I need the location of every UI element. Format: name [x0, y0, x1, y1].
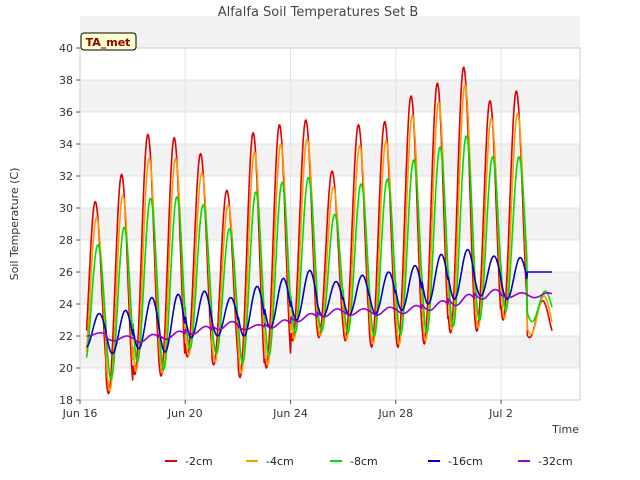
y-tick-label: 38	[59, 74, 73, 87]
legend-label: -32cm	[538, 455, 573, 468]
x-tick-label: Jun 28	[377, 407, 413, 420]
series-line-minus-32cm	[86, 288, 553, 344]
legend-item: -32cm	[518, 455, 573, 468]
background-band	[80, 16, 580, 48]
legend-label: -16cm	[448, 455, 483, 468]
y-tick-label: 36	[59, 106, 73, 119]
y-tick-label: 30	[59, 202, 73, 215]
series-line-minus-4cm	[85, 84, 553, 392]
y-tick-label: 20	[59, 362, 73, 375]
background-band	[80, 80, 580, 112]
legend-item: -2cm	[165, 455, 213, 468]
legend-item: -16cm	[428, 455, 483, 468]
x-tick-label: Jun 16	[62, 407, 98, 420]
y-tick-label: 32	[59, 170, 73, 183]
legend-label: -8cm	[350, 455, 378, 468]
x-tick-label: Jun 20	[167, 407, 203, 420]
site-badge: TA_met	[80, 32, 137, 51]
x-tick-label: Jun 24	[272, 407, 308, 420]
legend-item: -8cm	[330, 455, 378, 468]
x-axis-title: Time	[551, 423, 579, 436]
background-band	[80, 144, 580, 176]
site-badge-box	[80, 32, 137, 51]
series-line-minus-16cm	[86, 248, 553, 355]
series-layer	[85, 66, 553, 395]
x-axis-ticks: Jun 16 Jun 20 Jun 24 Jun 28 Jul 2	[62, 400, 513, 420]
series-line-minus-8cm	[85, 135, 553, 380]
y-tick-label: 40	[59, 42, 73, 55]
series-line-minus-2cm	[85, 66, 553, 395]
y-tick-label: 34	[59, 138, 73, 151]
y-tick-label: 24	[59, 298, 73, 311]
background-band	[80, 336, 580, 368]
y-axis-ticks: 18 20 22 24 26 28 30 32 34 36 38 40	[59, 42, 80, 407]
y-tick-label: 18	[59, 394, 73, 407]
y-tick-label: 22	[59, 330, 73, 343]
chart-title: Alfalfa Soil Temperatures Set B	[218, 5, 419, 20]
legend-label: -2cm	[185, 455, 213, 468]
x-tick-label: Jul 2	[488, 407, 513, 420]
site-badge-label: TA_met	[86, 36, 131, 49]
legend-label: -4cm	[266, 455, 294, 468]
y-tick-label: 28	[59, 234, 73, 247]
legend-item: -4cm	[246, 455, 294, 468]
y-axis-title: Soil Temperature (C)	[8, 168, 21, 281]
plot-frame	[79, 47, 581, 401]
y-tick-label: 26	[59, 266, 73, 279]
legend: -2cm -4cm -8cm -16cm -32cm	[165, 455, 573, 468]
